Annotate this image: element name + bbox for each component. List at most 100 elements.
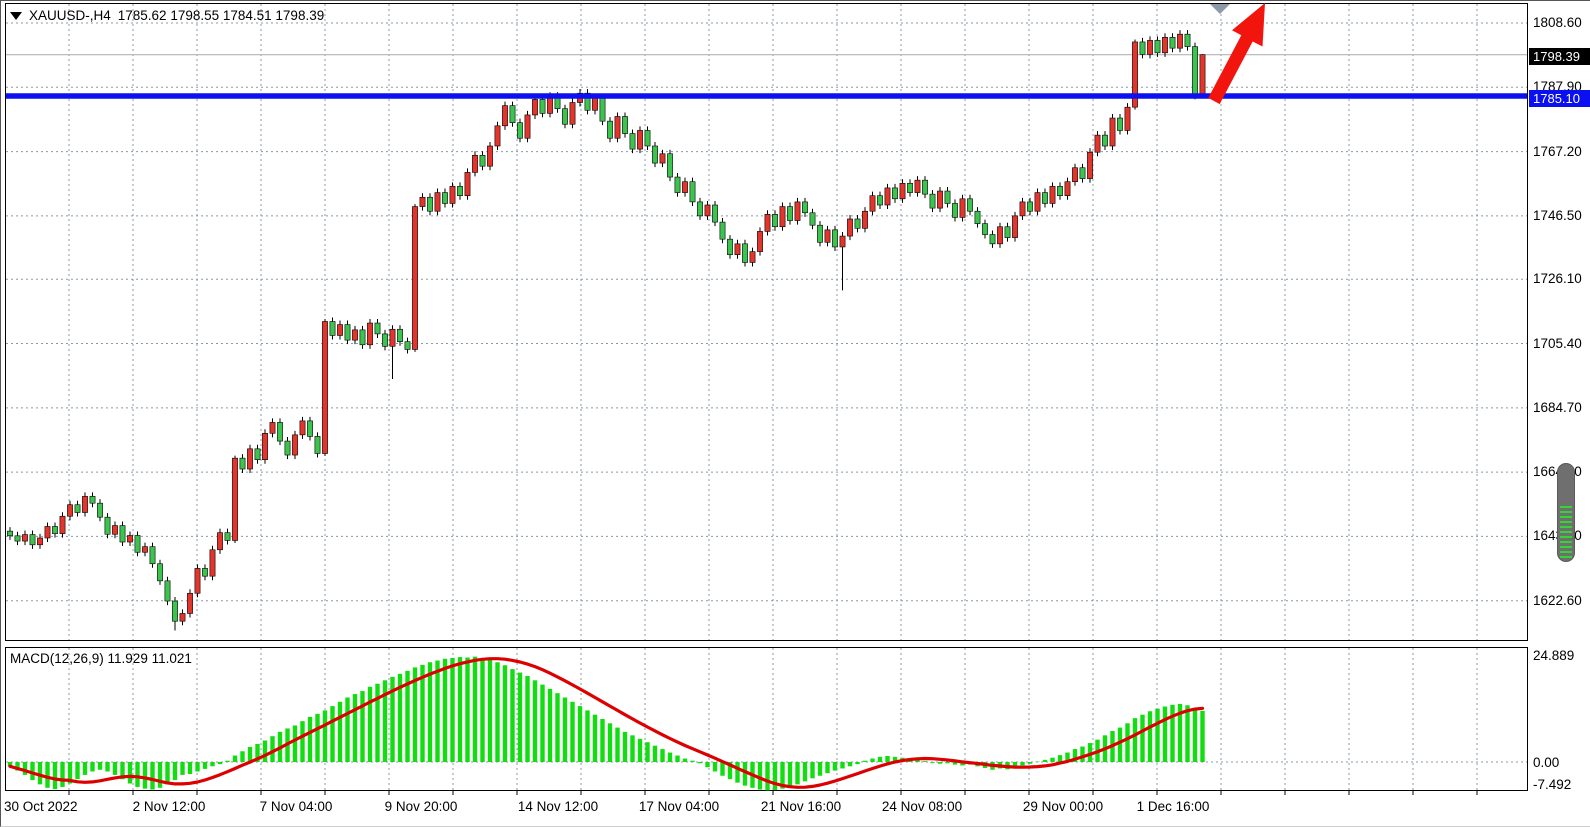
candle (697, 197, 703, 220)
macd-bar (1042, 759, 1048, 762)
quote-ohlc-values: 1785.62 1798.55 1784.51 1798.39 (117, 8, 325, 23)
macd-bar (1117, 727, 1123, 762)
macd-bar (885, 755, 890, 762)
candle-body-up (659, 153, 666, 164)
candle-body-down (1117, 117, 1123, 131)
candle (1117, 114, 1123, 135)
candle (1184, 30, 1191, 51)
candle (442, 188, 448, 208)
candle (839, 232, 846, 291)
candle (164, 576, 171, 606)
macd-bar (742, 762, 748, 786)
candle (832, 225, 838, 251)
macd-bar (652, 745, 658, 762)
candle (359, 325, 366, 349)
macd-bar (712, 762, 718, 772)
candle-body-down (1057, 186, 1063, 196)
trend-arrow[interactable] (1208, 3, 1265, 105)
scrollbar-stripes-icon (1560, 506, 1572, 558)
candle-body-up (299, 420, 306, 436)
candle-body-down (479, 155, 486, 167)
candle-body-down (1169, 36, 1176, 49)
candle-body-up (112, 525, 118, 535)
chart-shift-marker-icon[interactable] (1210, 4, 1230, 14)
candle (719, 218, 726, 244)
candle (52, 522, 58, 538)
candle-body-down (1192, 46, 1198, 96)
candle (862, 207, 868, 233)
candle (749, 247, 756, 267)
macd-bar (112, 762, 118, 775)
candle (674, 173, 681, 197)
candle-body-down (164, 580, 171, 602)
candle (614, 112, 621, 143)
symbol-dropdown-icon[interactable] (10, 11, 22, 20)
macd-bar (675, 755, 680, 762)
macd-bar (255, 743, 260, 762)
candle (1027, 197, 1033, 216)
candle (479, 151, 486, 171)
candle (787, 202, 793, 225)
candle (427, 193, 433, 216)
candle (7, 527, 13, 540)
price-tick-label: 1746.50 (1533, 207, 1582, 223)
candle-body-down (1184, 33, 1191, 47)
candle-body-down (982, 223, 988, 235)
macd-bar (795, 762, 800, 785)
candle (464, 168, 471, 200)
price-chart-pane[interactable] (5, 3, 1528, 641)
candle (299, 416, 306, 439)
candle-body-up (524, 114, 531, 139)
time-tick-label: 17 Nov 04:00 (638, 799, 720, 814)
time-tick-label: 14 Nov 12:00 (517, 799, 599, 814)
candle-body-up (1072, 167, 1078, 183)
candle (824, 225, 831, 247)
scrollbar-thumb[interactable] (1557, 463, 1575, 562)
candle (1064, 177, 1071, 200)
candle-body-down (74, 504, 81, 513)
candle (1087, 148, 1093, 183)
price-tick-label: 1705.40 (1533, 335, 1582, 351)
candle (374, 319, 381, 338)
macd-bar (645, 742, 650, 762)
candle (659, 149, 666, 168)
candle (982, 219, 988, 239)
macd-bar (1170, 704, 1175, 762)
macd-bar (427, 662, 433, 762)
candle-body-down (374, 322, 381, 335)
macd-signal-line (8, 657, 1205, 789)
macd-bar (705, 762, 710, 768)
candle-body-up (1124, 106, 1131, 131)
candle-body-down (622, 116, 628, 134)
candle-body-up (1049, 186, 1056, 204)
candle-body-up (292, 434, 298, 456)
candle-body-down (727, 238, 733, 256)
macd-tick-label: -7.492 (1533, 777, 1572, 792)
macd-bar (127, 762, 133, 784)
candle-body-up (937, 190, 943, 209)
macd-bar (135, 762, 140, 787)
candle (884, 183, 891, 210)
macd-bar (945, 762, 950, 764)
candle (134, 531, 141, 557)
candle-body-up (532, 99, 538, 116)
macd-bar (600, 719, 605, 762)
candle-body-up (1147, 40, 1153, 55)
candle (67, 500, 73, 521)
macd-bar (345, 697, 350, 762)
macd-bar (142, 762, 148, 789)
candle (914, 176, 921, 197)
macd-bar (817, 762, 823, 776)
macd-bar (1132, 718, 1138, 762)
candle-body-up (884, 187, 891, 206)
candle (1199, 54, 1206, 98)
time-tick-label: 21 Nov 16:00 (760, 799, 842, 814)
macd-bar (375, 683, 380, 762)
candle (149, 542, 156, 568)
candle-body-down (832, 229, 838, 248)
candle (74, 500, 81, 517)
macd-bar (1072, 749, 1078, 762)
candle (269, 418, 276, 438)
candle-body-down (119, 525, 126, 543)
